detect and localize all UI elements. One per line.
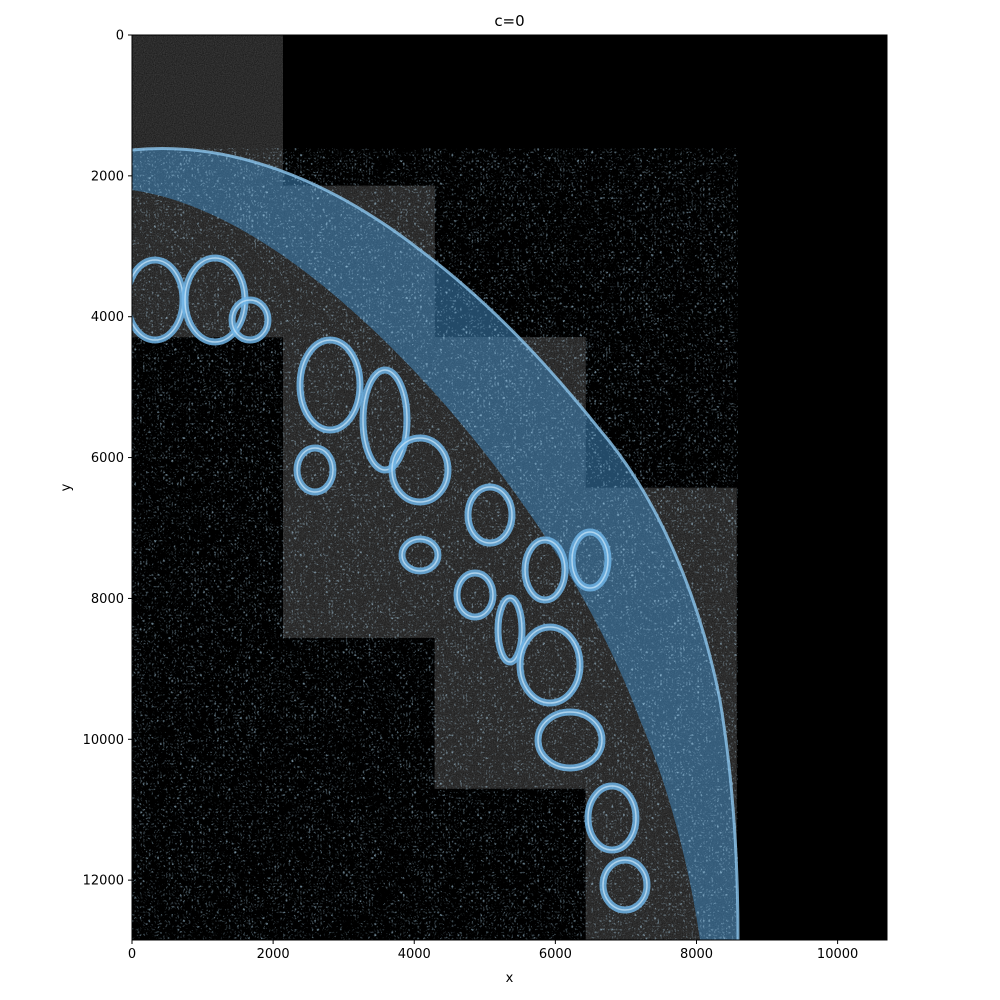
x-tick-label: 10000 — [817, 947, 858, 962]
crypt-highlight-11 — [519, 626, 581, 704]
x-axis-ticks: 0 2000 4000 6000 8000 10000 — [128, 940, 858, 962]
x-axis-label: x — [506, 971, 514, 986]
y-tick-label: 2000 — [91, 169, 124, 184]
crypt-highlight-6 — [391, 437, 449, 503]
crypt-highlight-4 — [299, 339, 361, 431]
y-axis-ticks: 0 2000 4000 6000 8000 10000 12000 — [83, 29, 132, 889]
chart-title: c=0 — [494, 12, 524, 30]
crypt-highlight-12 — [537, 711, 603, 769]
x-tick-label: 4000 — [398, 947, 431, 962]
tissue-outer-edge — [132, 146, 740, 940]
crypt-highlight-10 — [497, 597, 523, 663]
y-tick-label: 4000 — [91, 310, 124, 325]
x-tick-label: 0 — [128, 947, 136, 962]
x-tick-label: 8000 — [680, 947, 713, 962]
crypt-highlight-9 — [456, 572, 494, 618]
y-tick-label: 12000 — [83, 874, 124, 889]
crypt-highlight-17 — [571, 531, 609, 589]
tissue-band-texture — [132, 148, 738, 940]
tissue-overlay — [132, 146, 740, 940]
crypt-highlight-13 — [587, 785, 637, 851]
x-tick-label: 6000 — [539, 947, 572, 962]
crypt-highlight-16 — [524, 539, 566, 601]
y-axis-label: y — [59, 483, 74, 491]
y-tick-label: 8000 — [91, 592, 124, 607]
crypt-highlight-15 — [296, 447, 334, 493]
plot-area — [132, 35, 887, 940]
crypt-highlight-3 — [231, 299, 269, 341]
y-tick-label: 0 — [116, 29, 124, 44]
y-tick-label: 6000 — [91, 451, 124, 466]
crypt-highlight-14 — [602, 859, 648, 911]
x-tick-label: 2000 — [257, 947, 290, 962]
crypt-highlight-5 — [362, 369, 408, 471]
axes-frame — [131, 34, 888, 941]
crypt-highlight-8 — [401, 538, 439, 572]
crypt-highlight-7 — [467, 486, 513, 544]
y-tick-label: 10000 — [83, 733, 124, 748]
